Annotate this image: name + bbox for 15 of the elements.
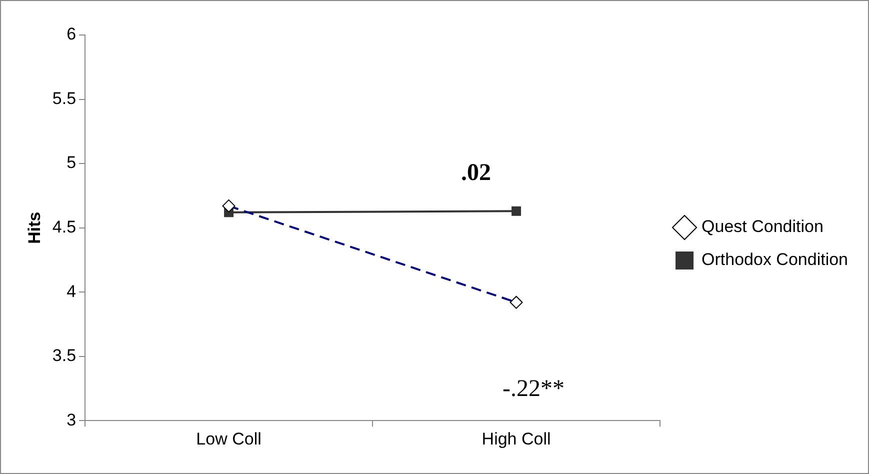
legend-label: Quest Condition [702, 217, 824, 236]
y-tick-label: 4 [66, 282, 76, 301]
legend-label: Orthodox Condition [702, 250, 848, 270]
y-tick-label: 5.5 [52, 88, 76, 108]
y-tick-label: 3.5 [52, 346, 76, 366]
x-tick-label: High Coll [482, 429, 551, 448]
point [512, 206, 522, 216]
y-tick-label: 5 [66, 153, 76, 172]
y-tick-label: 3 [66, 410, 76, 430]
y-tick-label: 4.5 [52, 217, 76, 236]
y-tick-label: 6 [66, 24, 76, 44]
y-axis-title: Hits [24, 212, 44, 244]
annotation: -.22** [502, 376, 565, 402]
x-tick-label: Low Coll [196, 429, 262, 448]
annotation: .02 [461, 160, 492, 186]
